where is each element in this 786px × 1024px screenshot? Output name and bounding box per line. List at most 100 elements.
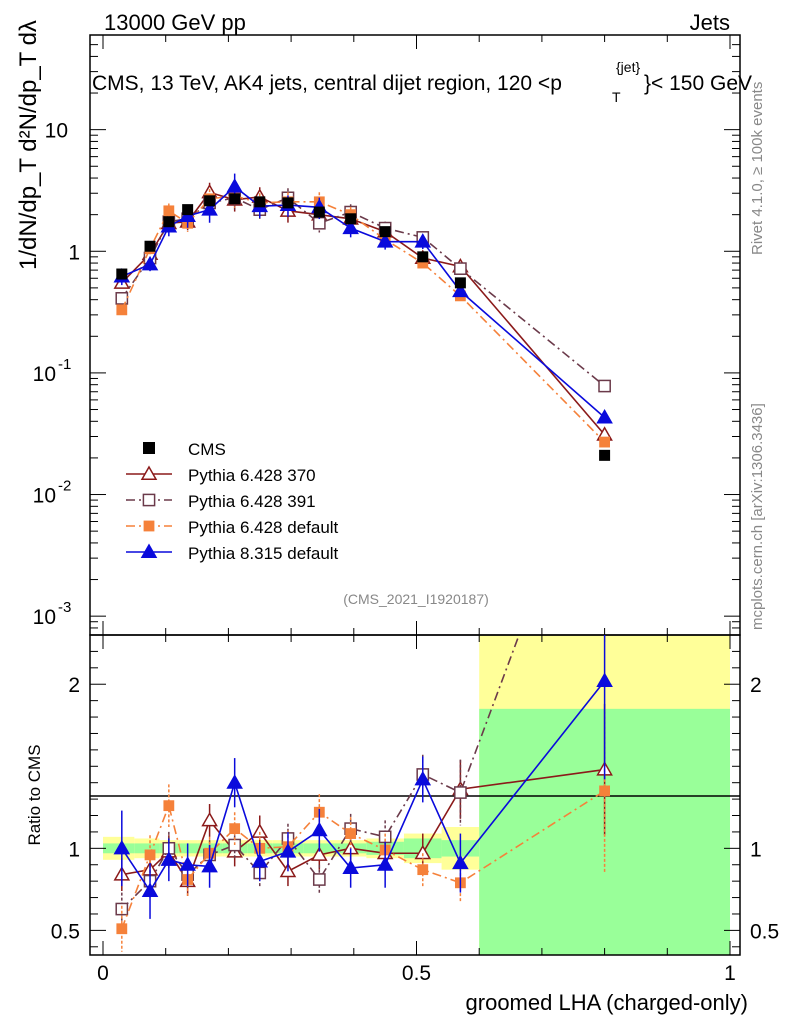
data-point-marker xyxy=(201,811,218,827)
data-point-marker xyxy=(312,873,326,886)
ratio-plot-frame xyxy=(89,634,741,956)
rivet-label: Rivet 4.1.0, ≥ 100k events xyxy=(749,82,766,255)
y-tick-label: 10 xyxy=(45,120,68,143)
series-cms xyxy=(116,193,611,461)
legend-item-pythia-8-315-default: Pythia 8.315 default xyxy=(126,543,339,563)
data-point-marker xyxy=(279,843,297,858)
legend-label: Pythia 6.428 370 xyxy=(188,466,316,485)
data-point-marker xyxy=(376,233,394,248)
ratio-y-tick-label: 2 xyxy=(68,674,80,697)
legend-item-pythia-6-428-default: Pythia 6.428 default xyxy=(126,518,339,537)
process-label: Jets xyxy=(690,10,730,35)
data-point-marker xyxy=(116,304,128,316)
series-line xyxy=(121,195,606,443)
data-point-marker xyxy=(113,839,131,855)
data-point-marker xyxy=(141,255,159,271)
y-tick-label-exponent: -1 xyxy=(58,356,71,373)
legend-label: Pythia 6.428 default xyxy=(188,518,339,537)
data-point-marker xyxy=(414,233,432,248)
data-point-marker xyxy=(596,672,613,687)
data-point-marker xyxy=(599,436,611,448)
data-point-marker xyxy=(160,851,178,866)
data-point-marker xyxy=(226,774,243,789)
plot-title: CMS, 13 TeV, AK4 jets, central dijet reg… xyxy=(92,72,562,95)
data-point-marker xyxy=(454,786,467,799)
ratio-y-tick-label: 0.5 xyxy=(51,920,80,943)
cms-data-point xyxy=(204,195,216,207)
main-series xyxy=(113,173,613,461)
ratio-pythia-8-315-default xyxy=(113,635,613,919)
svg-text:1/dN/dp_T d²N/dp_T dλ: 1/dN/dp_T d²N/dp_T dλ xyxy=(15,20,42,270)
cms-data-point xyxy=(599,449,611,461)
y-tick-label: 10 -2 xyxy=(33,478,72,508)
y-tick-label-base: 10 xyxy=(33,606,56,629)
data-point-marker xyxy=(226,178,243,193)
ratio-y-tick-label-right: 1 xyxy=(750,838,762,861)
data-point-marker xyxy=(115,292,129,305)
data-point-marker xyxy=(163,800,175,812)
data-point-marker xyxy=(115,902,129,916)
ratio-y-tick-label: 1 xyxy=(68,838,80,861)
ratio-series xyxy=(113,635,613,952)
data-point-marker xyxy=(414,770,432,786)
data-point-marker xyxy=(140,465,158,480)
ratio-y-tick-label-right: 0.5 xyxy=(750,920,779,943)
data-point-marker xyxy=(417,864,429,876)
x-axis-label: groomed LHA (charged-only) xyxy=(466,990,748,1015)
data-point-marker xyxy=(598,379,611,393)
data-point-marker xyxy=(342,859,359,875)
y-tick-label-base: 10 xyxy=(33,363,56,386)
legend-item-pythia-6-428-391: Pythia 6.428 391 xyxy=(126,492,316,511)
data-point-marker xyxy=(201,857,218,873)
data-point-marker xyxy=(179,856,196,871)
data-point-marker xyxy=(452,282,469,298)
y-tick-label: 10 -3 xyxy=(33,599,72,629)
data-point-marker xyxy=(345,828,357,839)
cms-data-point xyxy=(313,206,325,218)
cms-data-point xyxy=(254,196,266,208)
cms-data-point xyxy=(345,213,357,225)
legend-label: Pythia 6.428 391 xyxy=(188,492,316,511)
data-point-marker xyxy=(201,201,218,216)
y-tick-label: 10 -1 xyxy=(33,356,72,386)
data-point-marker xyxy=(311,846,328,861)
data-point-marker xyxy=(596,408,613,424)
legend-label: CMS xyxy=(188,440,226,459)
svg-text:Rivet 4.1.0, ≥ 100k events: Rivet 4.1.0, ≥ 100k events xyxy=(749,82,766,255)
analysis-id-label: (CMS_2021_I1920187) xyxy=(343,591,489,607)
plot-title-superscript: {jet} xyxy=(616,59,640,75)
ratio-y-axis-label: Ratio to CMS xyxy=(25,744,44,845)
data-point-marker xyxy=(312,216,326,230)
data-point-marker xyxy=(140,543,158,558)
cms-data-point xyxy=(282,197,294,209)
series-pythia-6-428-default xyxy=(116,186,611,448)
y-tick-label-base: 10 xyxy=(33,485,56,508)
data-point-marker xyxy=(452,854,469,870)
data-point-marker xyxy=(251,852,269,868)
legend-item-pythia-6-428-370: Pythia 6.428 370 xyxy=(126,465,316,485)
legend-label: Pythia 8.315 default xyxy=(188,544,339,563)
data-point-marker xyxy=(229,823,241,835)
legend-marker xyxy=(143,442,155,454)
main-y-axis-label: 1/dN/dp_T d²N/dp_T dλ xyxy=(15,20,42,270)
cms-data-point xyxy=(116,268,128,280)
series-line xyxy=(121,191,606,436)
plot-title-subscript: T xyxy=(612,89,621,105)
ratio-y-tick-label-right: 2 xyxy=(750,674,762,697)
cms-data-point xyxy=(182,204,194,216)
cms-data-point xyxy=(163,216,175,228)
data-point-marker xyxy=(144,849,156,861)
x-tick-label: 1 xyxy=(724,962,736,985)
y-tick-label: 1 xyxy=(68,241,80,264)
mcplots-label: mcplots.cern.ch [arXiv:1306.3436] xyxy=(749,403,766,630)
legend-item-cms: CMS xyxy=(143,440,226,459)
cms-data-point xyxy=(229,193,241,205)
plot-title-end: }< 150 GeV xyxy=(644,72,752,95)
x-tick-label: 0 xyxy=(97,962,109,985)
data-point-marker xyxy=(311,821,328,837)
cms-data-point xyxy=(379,226,391,238)
svg-text:mcplots.cern.ch [arXiv:1306.34: mcplots.cern.ch [arXiv:1306.3436] xyxy=(749,403,766,630)
data-point-marker xyxy=(251,823,269,838)
svg-text:Ratio to CMS: Ratio to CMS xyxy=(25,744,44,845)
